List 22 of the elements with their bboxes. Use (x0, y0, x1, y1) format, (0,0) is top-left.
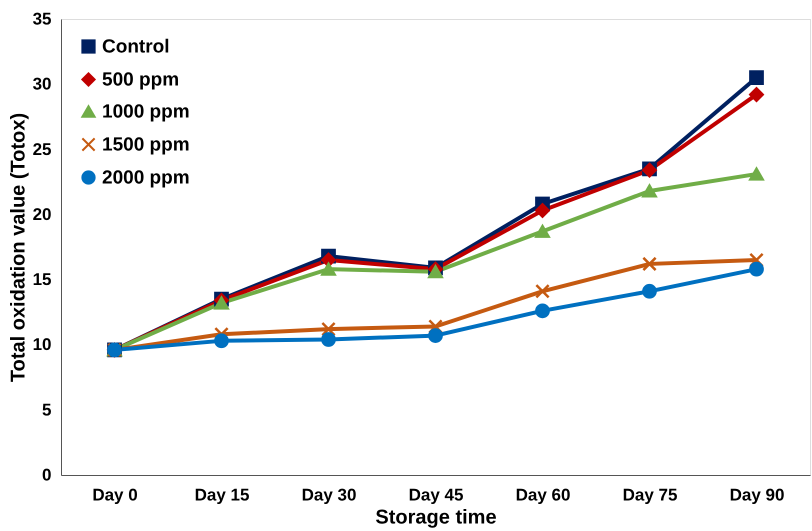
x-tick-label: Day 0 (92, 486, 138, 504)
x-tick-label: Day 45 (408, 486, 464, 504)
y-tick-label: 30 (32, 74, 52, 94)
x-axis-title: Storage time (375, 506, 497, 528)
legend-label: 1000 ppm (102, 102, 190, 122)
y-tick-label: 0 (42, 466, 52, 484)
legend-label: 1500 ppm (102, 134, 190, 156)
x-tick-label: Day 60 (516, 486, 570, 504)
y-tick-label: 25 (32, 140, 52, 159)
y-tick-label: 35 (32, 10, 52, 28)
y-tick-label: 15 (32, 270, 52, 290)
x-tick-label: Day 30 (302, 486, 356, 504)
x-tick-label: Day 75 (622, 486, 678, 504)
y-tick-label: 10 (32, 335, 52, 354)
x-tick-label: Day 90 (730, 486, 784, 504)
legend-label: 500 ppm (102, 70, 180, 90)
legend-label: 2000 ppm (102, 168, 190, 188)
y-axis-title: Total oxidation value (Totox) (8, 112, 30, 382)
legend-label: Control (102, 36, 170, 58)
x-tick-label: Day 15 (194, 486, 250, 504)
y-tick-label: 5 (42, 400, 52, 420)
y-tick-label: 20 (32, 204, 52, 224)
